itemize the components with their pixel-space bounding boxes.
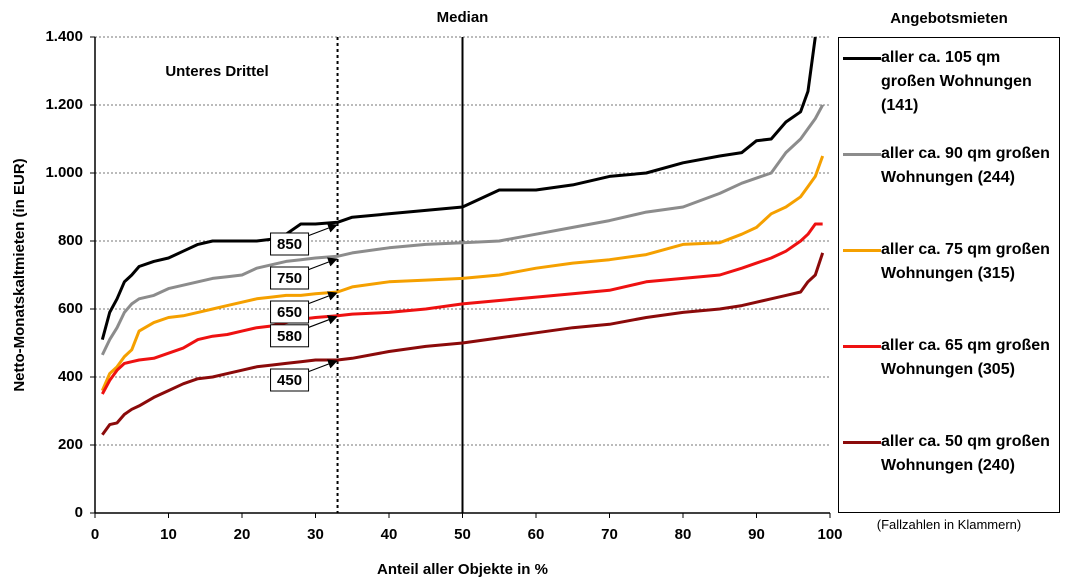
label-arrow [307, 257, 338, 271]
x-tick-label: 10 [160, 526, 177, 543]
legend-swatch [843, 57, 881, 60]
series-line [101, 222, 823, 395]
legend-swatch [843, 441, 881, 444]
series-line [101, 252, 825, 436]
label-box [270, 232, 310, 256]
point-label: 850 [277, 236, 302, 253]
label-box [270, 300, 310, 324]
y-tick-label: 800 [58, 232, 83, 249]
legend-item: aller ca. 65 qm großen Wohnungen (305) [839, 334, 1059, 430]
footnote: (Fallzahlen in Klammern) [876, 517, 1022, 532]
point-label: 450 [277, 372, 302, 389]
legend-label: aller ca. 90 qm großen Wohnungen (244) [881, 145, 1050, 186]
y-tick-label: 400 [58, 368, 83, 385]
x-tick-label: 0 [91, 526, 99, 543]
label-box [270, 368, 310, 392]
series-line [100, 104, 824, 356]
legend-label: aller ca. 75 qm großen Wohnungen (315) [881, 241, 1050, 282]
x-tick-label: 30 [307, 526, 324, 543]
legend-title: Angebotsmieten [890, 10, 1008, 27]
series-line [100, 36, 817, 340]
x-tick-label: 70 [601, 526, 618, 543]
label-box [270, 266, 310, 290]
point-label: 650 [277, 304, 302, 321]
legend-item: aller ca. 75 qm großen Wohnungen (315) [839, 238, 1059, 334]
legend-label: aller ca. 105 qm großen Wohnungen (141) [881, 49, 1032, 114]
y-tick-label: 1.000 [45, 164, 83, 181]
legend-item: aller ca. 105 qm großen Wohnungen (141) [839, 46, 1059, 142]
x-tick-label: 100 [817, 526, 842, 543]
legend-swatch [843, 249, 881, 252]
x-tick-label: 60 [528, 526, 545, 543]
annotation: Unteres Drittel [165, 63, 268, 80]
legend-swatch [843, 345, 881, 348]
point-label: 580 [277, 328, 302, 345]
x-tick-label: 20 [234, 526, 251, 543]
y-tick-label: 1.200 [45, 96, 83, 113]
y-tick-label: 0 [75, 504, 83, 521]
label-arrow [307, 359, 338, 373]
label-arrow [307, 291, 338, 305]
y-axis-title: Netto-Monatskaltmieten (in EUR) [11, 158, 28, 391]
point-label: 750 [277, 270, 302, 287]
legend-label: aller ca. 50 qm großen Wohnungen (240) [881, 433, 1050, 474]
legend-swatch [843, 153, 881, 156]
x-tick-label: 90 [748, 526, 765, 543]
label-arrow [307, 315, 338, 329]
y-tick-label: 600 [58, 300, 83, 317]
x-tick-label: 40 [381, 526, 398, 543]
legend-item: aller ca. 90 qm großen Wohnungen (244) [839, 142, 1059, 238]
x-tick-label: 80 [675, 526, 692, 543]
label-arrow [307, 223, 338, 237]
x-tick-label: 50 [454, 526, 471, 543]
series-line [100, 155, 825, 392]
legend-item: aller ca. 50 qm großen Wohnungen (240) [839, 430, 1059, 526]
x-axis-title: Anteil aller Objekte in % [377, 561, 548, 578]
y-tick-label: 1.400 [45, 28, 83, 45]
y-tick-label: 200 [58, 436, 83, 453]
legend-label: aller ca. 65 qm großen Wohnungen (305) [881, 337, 1050, 378]
label-box [270, 324, 310, 348]
legend: aller ca. 105 qm großen Wohnungen (141) a… [838, 37, 1060, 513]
reference-label: Median [437, 9, 489, 26]
